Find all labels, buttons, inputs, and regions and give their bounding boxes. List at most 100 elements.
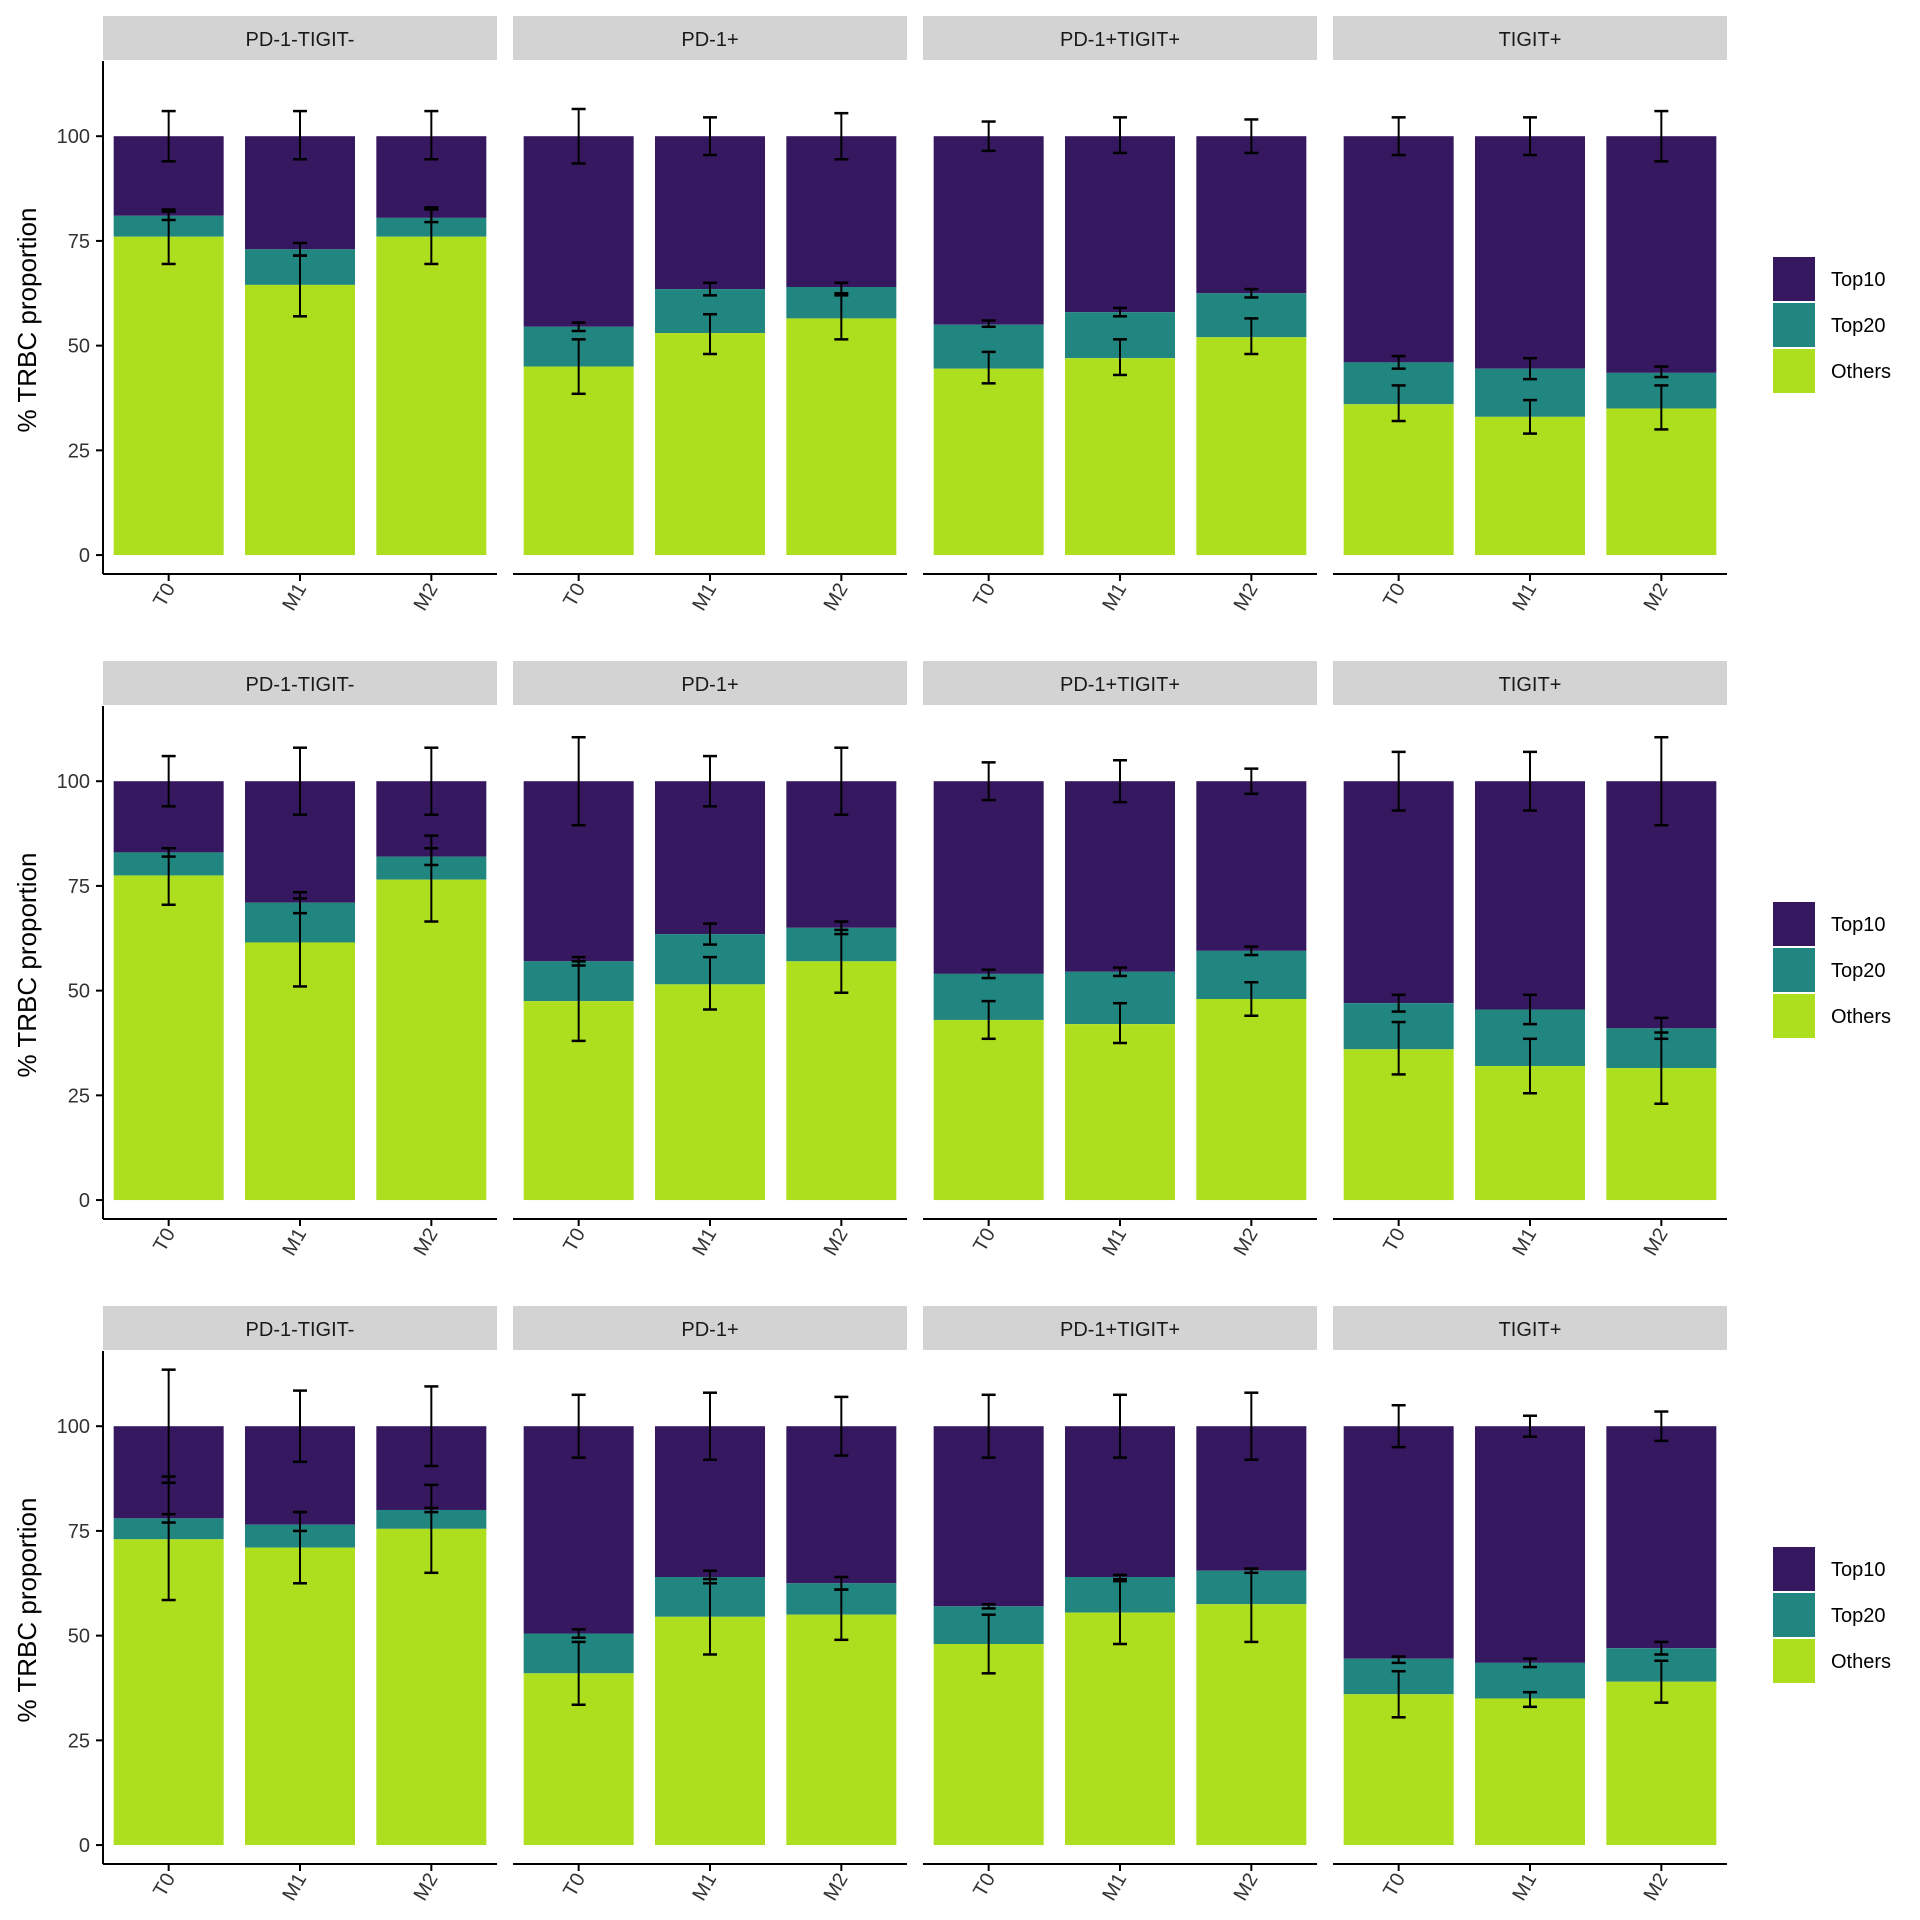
y-tick-label: 50	[68, 336, 90, 358]
facet-title: TIGIT+	[1499, 29, 1562, 51]
bar-others	[1065, 1612, 1175, 1846]
bar-others	[655, 333, 765, 556]
bar-top10	[1343, 781, 1454, 1004]
chart-row-2: % TRBC proportion 0 25 50 75 100 PD-1-TIGIT- T0…	[12, 661, 1891, 1260]
errorbar-top10	[293, 109, 307, 161]
legend-key-top10	[1773, 257, 1815, 301]
legend: Top10 Top20 Others	[1773, 1547, 1891, 1683]
errorbar-others	[703, 955, 717, 1011]
x-tick-label: T0	[969, 1870, 1000, 1901]
errorbar-top10	[1391, 116, 1406, 157]
bar-others	[523, 366, 634, 556]
legend-label: Top20	[1831, 1605, 1886, 1627]
errorbar-top10	[981, 1393, 996, 1459]
errorbar-top20	[981, 968, 996, 980]
x-tick-label: M1	[688, 580, 721, 615]
errorbar-top20	[1113, 966, 1127, 978]
bar-others	[1475, 1698, 1585, 1846]
facet-title: PD-1+	[681, 1319, 738, 1341]
errorbar-top10	[293, 1389, 307, 1464]
errorbar-others	[1523, 1037, 1537, 1095]
errorbar-others	[424, 1483, 439, 1575]
errorbar-top10	[834, 111, 849, 161]
errorbar-top10	[1654, 109, 1669, 163]
errorbar-top20	[1654, 365, 1669, 379]
x-tick-label: M1	[1098, 1225, 1131, 1260]
errorbar-others	[1113, 338, 1127, 377]
facet-strip	[103, 16, 497, 60]
errorbar-top20	[1391, 354, 1406, 370]
facet-strip	[923, 1306, 1317, 1350]
errorbar-top10	[424, 1385, 439, 1468]
facet-PD-1+TIGIT+: PD-1+TIGIT+ T0 M1 M2	[923, 16, 1317, 615]
bar-others	[1343, 1694, 1454, 1846]
facet-title: PD-1-TIGIT-	[246, 1319, 355, 1341]
bar-top10	[1196, 136, 1307, 294]
x-tick-label: T0	[149, 1870, 180, 1901]
errorbar-top10	[981, 761, 996, 802]
errorbar-top10	[1654, 1410, 1669, 1443]
bar-others	[1606, 1681, 1717, 1846]
facet-PD-1+TIGIT+: PD-1+TIGIT+ T0 M1 M2	[923, 1306, 1317, 1905]
bar-others	[1343, 404, 1454, 556]
errorbar-top20	[1391, 1655, 1406, 1665]
errorbar-top10	[703, 1391, 717, 1461]
y-tick-label: 50	[68, 981, 90, 1003]
legend-key-others	[1773, 1639, 1815, 1683]
errorbar-top20	[571, 1628, 586, 1639]
bar-top10	[1475, 136, 1585, 369]
x-tick-label: M2	[820, 1225, 853, 1260]
facet-TIGIT+: TIGIT+ T0 M1 M2	[1333, 661, 1727, 1260]
x-tick-label: M2	[410, 1870, 443, 1905]
errorbar-others	[161, 210, 176, 266]
x-tick-label: M2	[1640, 1870, 1673, 1905]
bar-others	[1065, 1024, 1175, 1201]
legend: Top10 Top20 Others	[1773, 257, 1891, 393]
errorbar-others	[1523, 398, 1537, 435]
errorbar-others	[571, 960, 586, 1043]
errorbar-top20	[1523, 1657, 1537, 1669]
facet-strip	[513, 1306, 907, 1350]
errorbar-others	[293, 254, 307, 318]
x-tick-label: T0	[1379, 580, 1410, 611]
legend-key-top20	[1773, 303, 1815, 347]
bar-others	[655, 984, 765, 1201]
errorbar-top20	[1391, 993, 1406, 1013]
bar-top10	[1065, 781, 1175, 972]
errorbar-top10	[424, 746, 439, 816]
legend-label: Top10	[1831, 269, 1886, 291]
bar-others	[786, 961, 897, 1201]
facet-PD-1+: PD-1+ T0 M1 M2	[513, 1306, 907, 1905]
legend-key-top10	[1773, 902, 1815, 946]
bar-others	[1606, 408, 1717, 556]
facet-title: PD-1-TIGIT-	[246, 29, 355, 51]
x-tick-label: M2	[410, 580, 443, 615]
chart-row-3: % TRBC proportion 0 25 50 75 100 PD-1-TIGIT- T0…	[12, 1306, 1891, 1905]
facet-title: TIGIT+	[1499, 1319, 1562, 1341]
errorbar-top10	[834, 1395, 849, 1457]
legend-key-others	[1773, 994, 1815, 1038]
y-tick-label: 75	[68, 876, 90, 898]
x-tick-label: T0	[559, 1225, 590, 1256]
errorbar-top10	[1244, 767, 1259, 796]
y-tick-label: 25	[68, 1085, 90, 1107]
x-tick-label: M2	[820, 580, 853, 615]
bar-top10	[786, 136, 897, 287]
x-tick-label: T0	[149, 580, 180, 611]
bar-others	[1196, 1604, 1307, 1846]
legend-label: Top10	[1831, 914, 1886, 936]
errorbar-top10	[1113, 116, 1127, 155]
x-tick-label: M1	[1098, 580, 1131, 615]
errorbar-top10	[571, 107, 586, 165]
errorbar-top10	[1523, 750, 1537, 812]
errorbar-others	[1654, 1031, 1669, 1105]
bar-others	[1065, 358, 1175, 556]
x-tick-label: M1	[278, 1225, 311, 1260]
facet-title: PD-1+TIGIT+	[1060, 1319, 1180, 1341]
errorbar-top20	[1654, 1640, 1669, 1656]
facet-PD-1-TIGIT-: PD-1-TIGIT- T0 M1 M2	[103, 16, 497, 615]
bar-top10	[933, 781, 1044, 974]
bar-others	[245, 284, 355, 556]
facet-title: PD-1+TIGIT+	[1060, 29, 1180, 51]
x-tick-label: T0	[1379, 1870, 1410, 1901]
